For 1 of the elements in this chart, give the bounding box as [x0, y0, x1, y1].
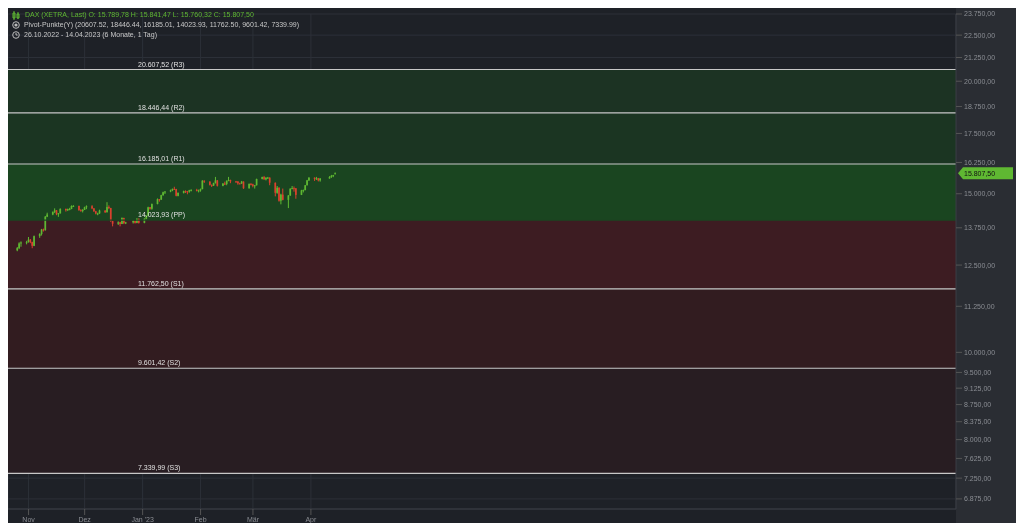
- candlestick: [295, 187, 297, 200]
